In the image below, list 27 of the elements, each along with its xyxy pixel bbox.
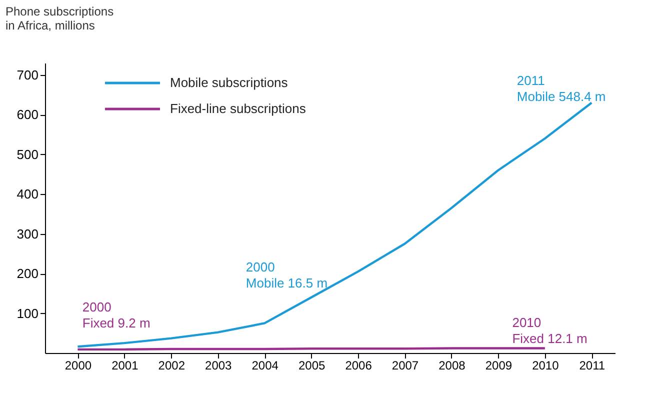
x-tick-label: 2003 xyxy=(205,358,232,372)
x-tick-label: 2004 xyxy=(252,358,279,372)
x-tick-label: 2005 xyxy=(298,358,326,372)
annotation: 2000 Fixed 9.2 m xyxy=(82,299,150,330)
y-tick-label: 600 xyxy=(16,107,38,122)
y-tick-label: 400 xyxy=(16,186,38,202)
annotation: 2010 Fixed 12.1 m xyxy=(512,315,588,346)
annotation: 2011 Mobile 548.4 m xyxy=(516,72,606,104)
y-axis-title: Phone subscriptions in Africa, millions xyxy=(6,4,114,32)
x-tick-label: 2007 xyxy=(392,358,419,372)
x-tick-label: 2008 xyxy=(438,358,466,372)
x-tick-label: 2010 xyxy=(532,358,560,372)
annotation: 2000 Mobile 16.5 m xyxy=(246,260,328,291)
x-tick-label: 2009 xyxy=(485,358,512,372)
legend-label: Fixed-line subscriptions xyxy=(170,101,306,116)
y-tick-label: 100 xyxy=(16,306,38,321)
line-series xyxy=(76,102,593,348)
x-tick-label: 2002 xyxy=(158,358,186,372)
legend-label: Mobile subscriptions xyxy=(170,75,288,90)
x-tick-label: 2011 xyxy=(579,358,606,372)
y-tick-label: 700 xyxy=(16,67,38,82)
x-tick-label: 2001 xyxy=(112,358,139,372)
x-tick-label: 2000 xyxy=(64,358,92,372)
y-tick-label: 500 xyxy=(16,146,38,162)
y-tick-label: 300 xyxy=(16,226,38,242)
y-tick-label: 200 xyxy=(16,266,38,282)
x-tick-label: 2006 xyxy=(345,358,372,372)
